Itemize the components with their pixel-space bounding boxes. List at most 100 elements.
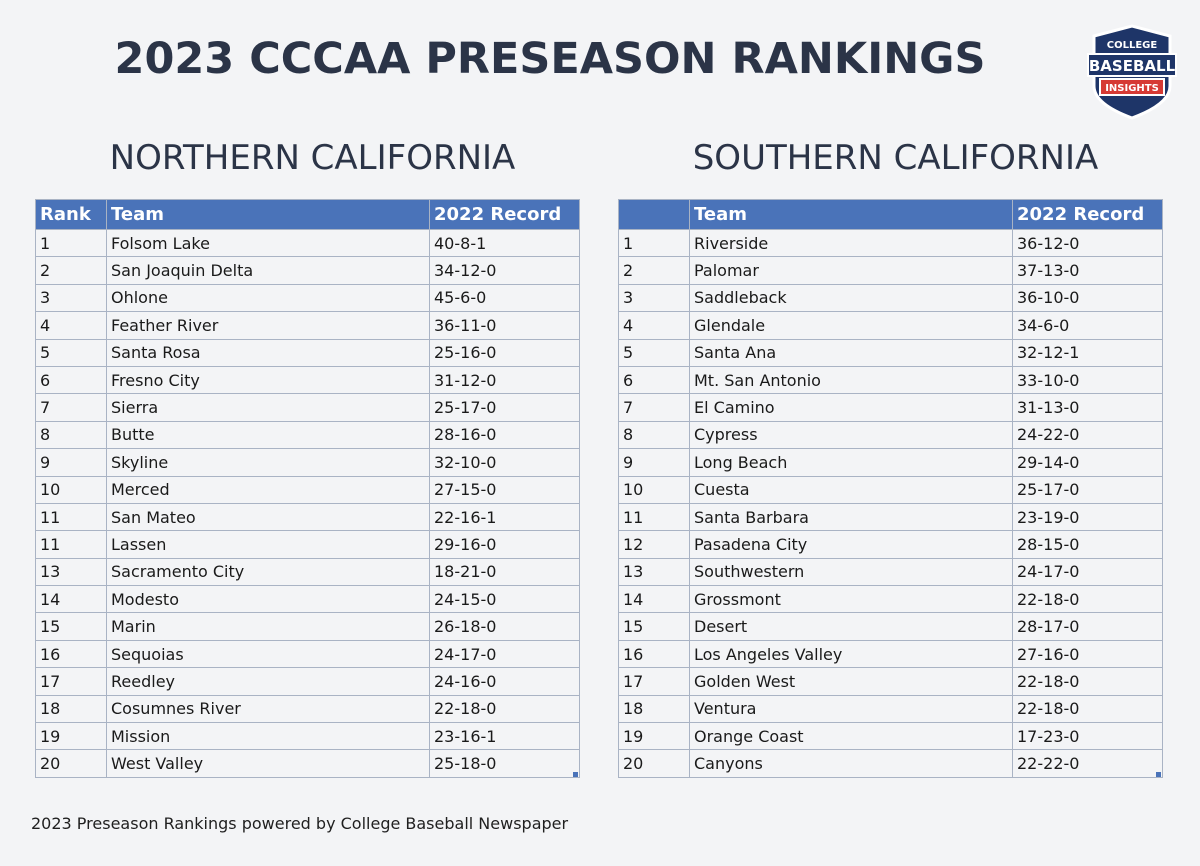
team-cell: Palomar — [689, 256, 1013, 285]
table-row: 3 Saddleback 36-10-0 — [618, 283, 1163, 313]
team-cell: Long Beach — [689, 448, 1013, 477]
record-cell: 40-8-1 — [429, 228, 580, 258]
logo-top-text: COLLEGE — [1107, 40, 1158, 51]
table-row: 16 Sequoias 24-17-0 — [35, 639, 580, 669]
record-cell: 25-18-0 — [429, 749, 580, 778]
table-row: 15 Marin 26-18-0 — [35, 612, 580, 641]
rank-cell: 16 — [618, 639, 690, 669]
north-heading: NORTHERN CALIFORNIA — [109, 138, 516, 178]
table-row: 4 Glendale 34-6-0 — [618, 311, 1163, 340]
column-header-record: 2022 Record — [429, 199, 580, 230]
team-cell: Cuesta — [689, 475, 1013, 504]
record-cell: 31-13-0 — [1012, 393, 1163, 422]
record-cell: 28-17-0 — [1012, 612, 1163, 641]
table-row: 5 Santa Ana 32-12-1 — [618, 338, 1163, 367]
record-cell: 28-16-0 — [429, 420, 580, 450]
record-cell: 26-18-0 — [429, 612, 580, 641]
team-cell: Lassen — [106, 530, 430, 559]
rank-cell: 10 — [35, 475, 107, 504]
rank-cell: 9 — [35, 448, 107, 477]
record-cell: 34-12-0 — [429, 256, 580, 285]
record-cell: 24-16-0 — [429, 667, 580, 696]
team-cell: Folsom Lake — [106, 228, 430, 258]
team-cell: Santa Barbara — [689, 502, 1013, 532]
rank-cell: 13 — [618, 557, 690, 587]
rank-cell: 14 — [35, 585, 107, 614]
table-row: 17 Reedley 24-16-0 — [35, 667, 580, 696]
team-cell: Mt. San Antonio — [689, 365, 1013, 395]
table-row: 14 Grossmont 22-18-0 — [618, 585, 1163, 614]
rank-cell: 15 — [618, 612, 690, 641]
rank-cell: 1 — [35, 228, 107, 258]
record-cell: 24-22-0 — [1012, 420, 1163, 450]
rank-cell: 2 — [35, 256, 107, 285]
table-row: 1 Riverside 36-12-0 — [618, 228, 1163, 258]
team-cell: Butte — [106, 420, 430, 450]
rank-cell: 3 — [618, 283, 690, 313]
record-cell: 45-6-0 — [429, 283, 580, 313]
rank-cell: 11 — [35, 530, 107, 559]
team-cell: Fresno City — [106, 365, 430, 395]
table-row: 20 West Valley 25-18-0 — [35, 749, 580, 778]
record-cell: 29-14-0 — [1012, 448, 1163, 477]
table-row: 7 Sierra 25-17-0 — [35, 393, 580, 422]
column-header-team: Team — [689, 199, 1013, 230]
rank-cell: 7 — [35, 393, 107, 422]
rank-cell: 1 — [618, 228, 690, 258]
record-cell: 36-11-0 — [429, 311, 580, 340]
record-cell: 36-10-0 — [1012, 283, 1163, 313]
team-cell: El Camino — [689, 393, 1013, 422]
table-row: 11 Santa Barbara 23-19-0 — [618, 502, 1163, 532]
team-cell: Orange Coast — [689, 722, 1013, 751]
record-cell: 32-10-0 — [429, 448, 580, 477]
rank-cell: 6 — [35, 365, 107, 395]
table-header-row: Rank Team 2022 Record — [35, 199, 580, 230]
table-resize-handle — [1156, 772, 1161, 777]
team-cell: Cypress — [689, 420, 1013, 450]
table-row: 9 Skyline 32-10-0 — [35, 448, 580, 477]
record-cell: 22-18-0 — [1012, 585, 1163, 614]
team-cell: Sequoias — [106, 639, 430, 669]
table-row: 15 Desert 28-17-0 — [618, 612, 1163, 641]
rank-cell: 15 — [35, 612, 107, 641]
rank-cell: 18 — [618, 694, 690, 724]
table-row: 12 Pasadena City 28-15-0 — [618, 530, 1163, 559]
table-row: 10 Merced 27-15-0 — [35, 475, 580, 504]
table-row: 19 Orange Coast 17-23-0 — [618, 722, 1163, 751]
rank-cell: 13 — [35, 557, 107, 587]
south-heading: SOUTHERN CALIFORNIA — [692, 138, 1099, 178]
column-header-record: 2022 Record — [1012, 199, 1163, 230]
team-cell: Reedley — [106, 667, 430, 696]
rank-cell: 14 — [618, 585, 690, 614]
record-cell: 34-6-0 — [1012, 311, 1163, 340]
record-cell: 36-12-0 — [1012, 228, 1163, 258]
table-row: 4 Feather River 36-11-0 — [35, 311, 580, 340]
table-row: 6 Mt. San Antonio 33-10-0 — [618, 365, 1163, 395]
record-cell: 24-15-0 — [429, 585, 580, 614]
rank-cell: 7 — [618, 393, 690, 422]
team-cell: Grossmont — [689, 585, 1013, 614]
record-cell: 25-16-0 — [429, 338, 580, 367]
rank-cell: 6 — [618, 365, 690, 395]
college-baseball-insights-logo: COLLEGE BASEBALL INSIGHTS — [1087, 24, 1177, 120]
team-cell: Pasadena City — [689, 530, 1013, 559]
team-cell: Ventura — [689, 694, 1013, 724]
rank-cell: 18 — [35, 694, 107, 724]
rank-cell: 8 — [618, 420, 690, 450]
team-cell: Sierra — [106, 393, 430, 422]
record-cell: 23-16-1 — [429, 722, 580, 751]
rank-cell: 20 — [618, 749, 690, 778]
table-row: 14 Modesto 24-15-0 — [35, 585, 580, 614]
record-cell: 22-18-0 — [1012, 694, 1163, 724]
table-row: 10 Cuesta 25-17-0 — [618, 475, 1163, 504]
record-cell: 25-17-0 — [429, 393, 580, 422]
north-rankings-table: Rank Team 2022 Record 1 Folsom Lake 40-8-1… — [35, 199, 580, 778]
team-cell: Cosumnes River — [106, 694, 430, 724]
team-cell: Merced — [106, 475, 430, 504]
team-cell: Canyons — [689, 749, 1013, 778]
rank-cell: 17 — [618, 667, 690, 696]
column-header-rank — [618, 199, 690, 230]
team-cell: Ohlone — [106, 283, 430, 313]
record-cell: 31-12-0 — [429, 365, 580, 395]
table-row: 8 Butte 28-16-0 — [35, 420, 580, 450]
